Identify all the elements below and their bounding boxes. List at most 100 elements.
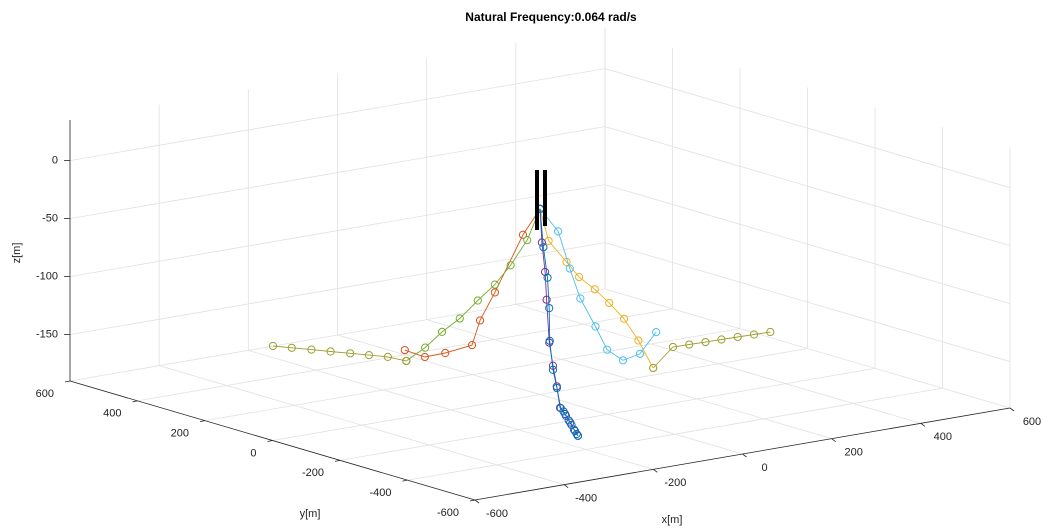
node-marker <box>490 288 500 297</box>
x-tick <box>653 469 658 473</box>
y-tick-label: -400 <box>369 487 391 499</box>
x-tick-label: -400 <box>575 493 597 505</box>
node-marker <box>603 345 612 354</box>
grid-line <box>69 68 606 161</box>
node-marker <box>575 273 584 282</box>
grid-line <box>339 367 876 461</box>
x-tick <box>1009 407 1015 412</box>
node-marker <box>542 295 551 304</box>
y-tick-label: -200 <box>302 467 324 479</box>
mooring-line <box>406 208 541 362</box>
node-marker <box>569 425 579 434</box>
x-tick <box>920 423 926 427</box>
grid-line <box>272 348 808 441</box>
x-axis-label: x[m] <box>662 514 683 526</box>
node-marker <box>717 335 726 344</box>
y-tick <box>402 479 408 482</box>
node-marker <box>490 280 499 289</box>
grid-line <box>69 126 606 219</box>
y-tick-label: 600 <box>36 388 54 400</box>
x-tick-label: 600 <box>1023 416 1041 428</box>
plot-area <box>268 204 775 440</box>
y-tick-label: 0 <box>250 447 256 459</box>
node-marker <box>635 349 645 358</box>
y-tick-label: 400 <box>103 408 121 420</box>
node-marker <box>441 348 450 358</box>
x-tick <box>474 499 480 504</box>
z-tick-label: -150 <box>36 329 58 341</box>
node-marker <box>634 336 643 345</box>
node-marker <box>421 343 430 352</box>
y-tick <box>132 400 138 403</box>
mooring-line <box>539 208 654 369</box>
node-marker <box>573 431 583 440</box>
node-marker <box>523 236 532 245</box>
node-marker <box>565 264 574 273</box>
grid-line <box>604 184 1011 304</box>
node-marker <box>576 294 585 303</box>
node-marker <box>473 296 482 305</box>
node-marker <box>572 429 581 439</box>
node-marker <box>564 416 573 425</box>
node-marker <box>545 304 554 313</box>
grid-line <box>69 184 606 277</box>
y-tick <box>267 440 273 442</box>
y-tick-label: 200 <box>171 428 189 440</box>
node-marker <box>287 343 296 352</box>
node-marker <box>590 285 599 294</box>
node-marker <box>383 352 392 362</box>
axes: -600 -400 -200 0 200 400 600 -600 -400 -200 0 200 40… <box>36 120 1041 520</box>
grid-line <box>204 328 741 422</box>
node-marker <box>268 341 278 351</box>
z-axis-label: z[m] <box>11 243 23 264</box>
y-tick <box>469 499 476 502</box>
node-marker <box>733 332 742 342</box>
grid-line <box>137 308 673 402</box>
mooring-line <box>652 331 771 369</box>
node-marker <box>552 383 561 393</box>
node-marker <box>561 411 571 420</box>
node-marker <box>506 261 515 270</box>
grid-line <box>407 387 943 481</box>
chart-title: Natural Frequency:0.064 rad/s <box>465 10 637 24</box>
node-marker <box>554 227 563 236</box>
x-tick-label: 200 <box>844 447 862 459</box>
node-marker <box>618 356 628 365</box>
y-axis-label: y[m] <box>300 508 321 520</box>
node-marker <box>307 345 316 354</box>
node-marker <box>518 230 528 239</box>
node-marker <box>619 314 629 323</box>
x-tick-label: 0 <box>761 462 767 474</box>
y-tick-label: -600 <box>437 507 459 519</box>
node-marker <box>455 314 464 323</box>
grid-line <box>604 242 1011 362</box>
node-marker <box>591 322 600 331</box>
x-tick <box>563 484 569 488</box>
node-marker <box>364 351 374 360</box>
z-tick-label: -100 <box>36 271 58 283</box>
node-marker <box>467 341 477 350</box>
y-tick <box>64 380 71 383</box>
grid <box>69 28 1011 501</box>
grid-line <box>604 126 1011 246</box>
node-marker <box>326 347 335 356</box>
z-tick-label: 0 <box>52 155 58 167</box>
node-marker <box>548 365 558 374</box>
x-tick-label: -600 <box>486 508 508 520</box>
node-marker <box>567 420 576 430</box>
node-marker <box>766 327 775 337</box>
mooring-line <box>539 208 657 361</box>
x-tick-label: -200 <box>664 477 686 489</box>
node-marker <box>420 352 429 362</box>
x-tick-label: 400 <box>934 431 952 443</box>
node-marker <box>668 342 678 352</box>
node-marker <box>749 330 759 339</box>
node-marker <box>543 273 552 282</box>
node-marker <box>649 363 658 373</box>
y-tick <box>199 420 206 423</box>
grid-line <box>604 68 1011 188</box>
node-marker <box>540 267 550 277</box>
grid-line <box>69 288 606 382</box>
node-marker <box>701 337 710 347</box>
